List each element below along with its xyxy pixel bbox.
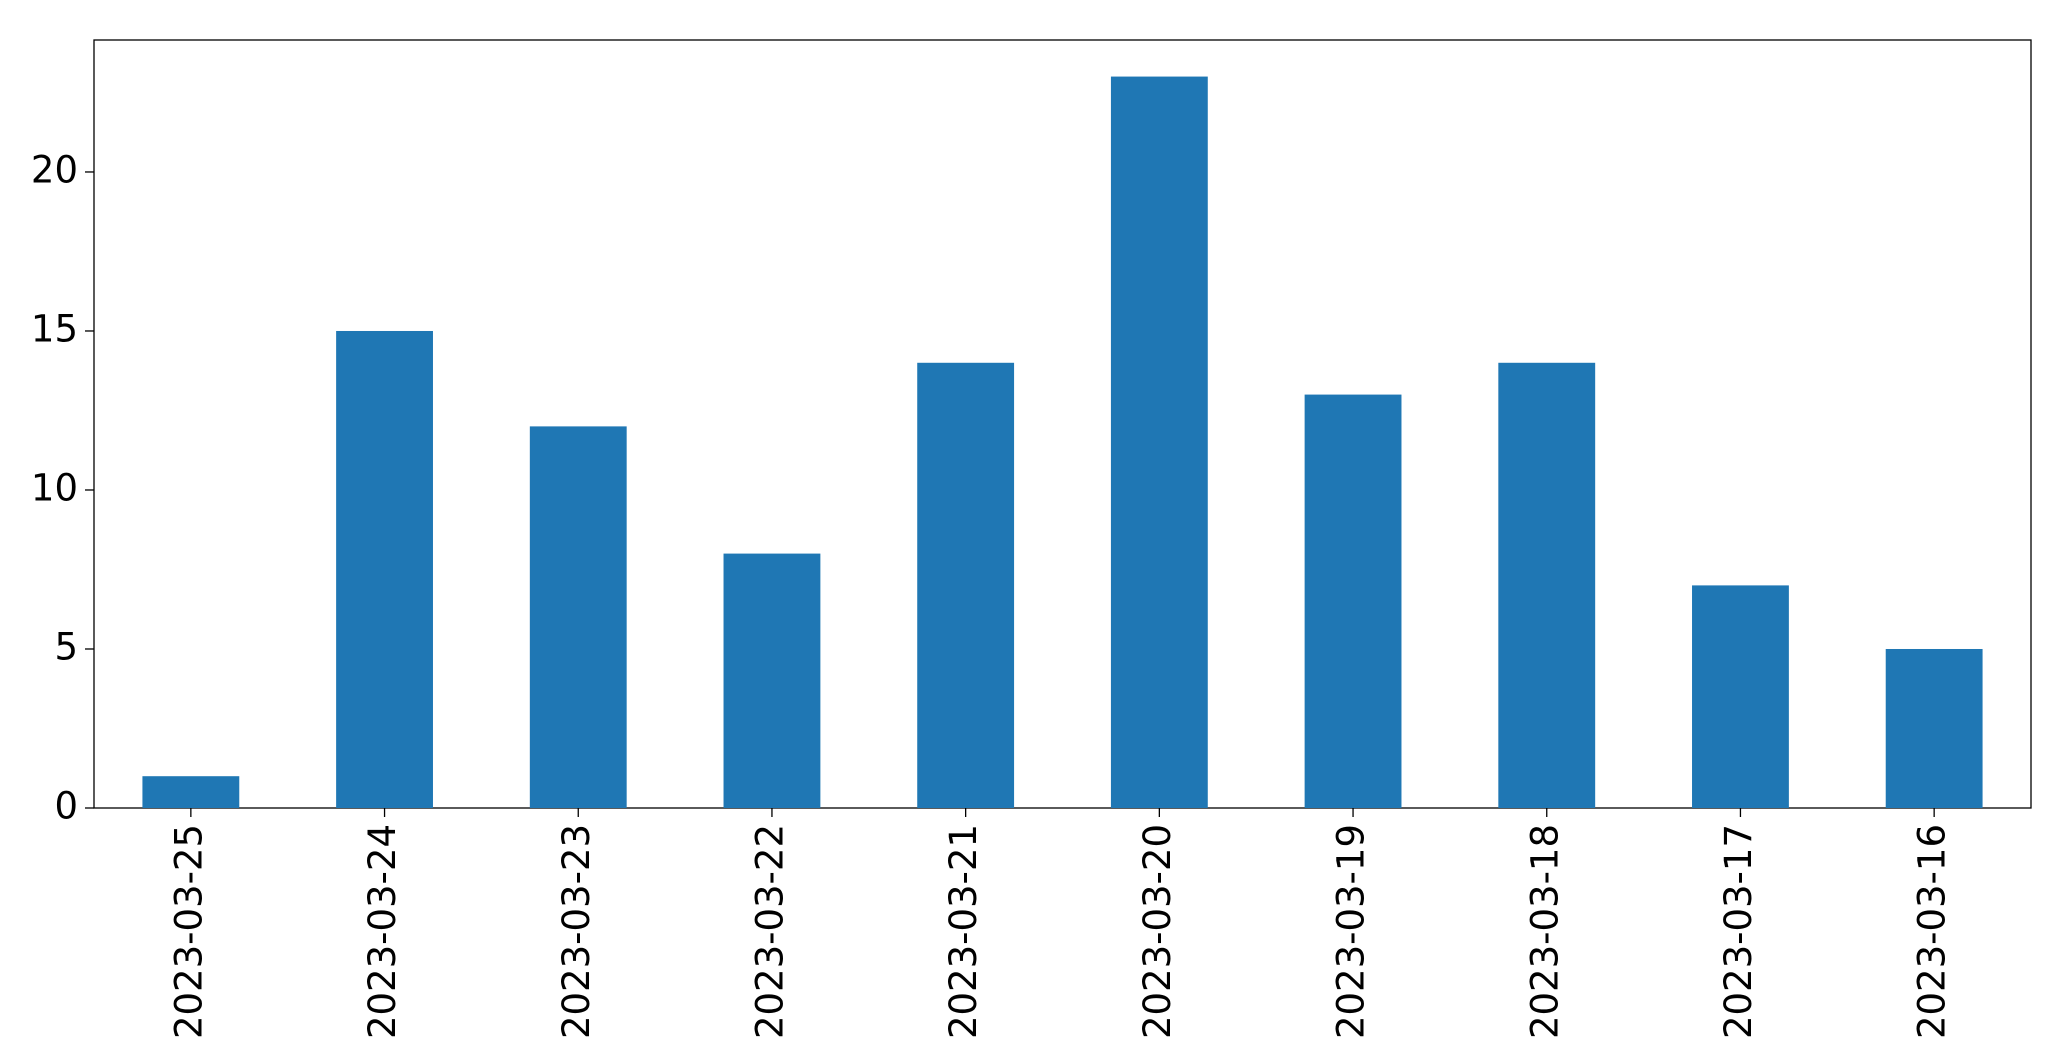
y-tick-label: 20: [31, 148, 78, 191]
bar: [336, 330, 433, 808]
bar: [142, 776, 240, 808]
x-tick-label: 2023-03-23: [555, 824, 598, 1039]
y-tick-label: 15: [31, 307, 78, 350]
x-tick-label: 2023-03-25: [167, 824, 210, 1039]
plot-frame: [93, 39, 2032, 809]
x-tick-label: 2023-03-21: [942, 824, 985, 1039]
x-tick-label: 2023-03-17: [1717, 824, 1760, 1039]
bar: [917, 362, 1015, 808]
x-tick-label: 2023-03-24: [361, 824, 404, 1039]
y-tick-label: 10: [31, 466, 78, 509]
bar: [1885, 648, 1983, 808]
bar: [529, 426, 627, 808]
bar: [723, 553, 821, 808]
y-tick-label: 0: [54, 785, 78, 828]
x-tick-label: 2023-03-18: [1523, 824, 1566, 1039]
x-tick-label: 2023-03-19: [1330, 824, 1373, 1039]
y-tick-label: 5: [54, 625, 78, 668]
x-tick-label: 2023-03-16: [1911, 824, 1954, 1039]
x-tick-label: 2023-03-22: [748, 824, 791, 1039]
bar: [1498, 362, 1596, 808]
bar: [1692, 585, 1789, 808]
x-tick-label: 2023-03-20: [1136, 824, 1179, 1039]
bar: [1304, 394, 1402, 808]
bar: [1110, 76, 1208, 809]
